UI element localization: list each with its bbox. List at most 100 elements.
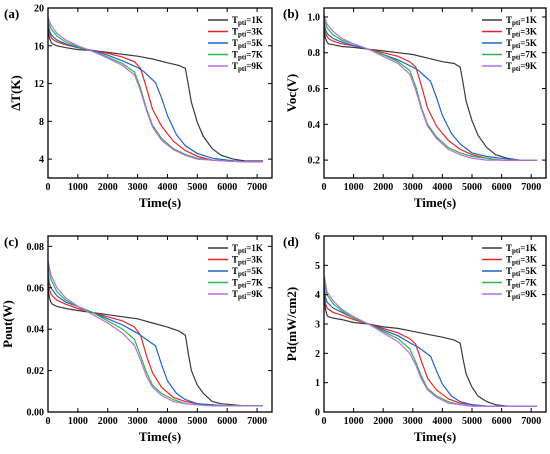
legend-entry: Tpti=1K xyxy=(232,15,263,27)
y-tick-label: 4 xyxy=(39,155,44,166)
chart-panel-3: (c) 0 1000 2000 3000 4000 5000 6000 7000 0.00 0.02… xyxy=(0,234,273,444)
y-axis-title: ΔT(K) xyxy=(8,75,23,111)
x-axis-title: Time(s) xyxy=(139,429,181,444)
x-tick-label: 6000 xyxy=(217,416,237,427)
x-tick-label: 5000 xyxy=(462,416,482,427)
series-line xyxy=(324,31,538,161)
x-tick-label: 5000 xyxy=(187,182,207,193)
x-tick-label: 1000 xyxy=(344,416,364,427)
y-tick-label: 6 xyxy=(315,232,320,243)
y-tick-label: 0.8 xyxy=(308,48,321,59)
y-tick-label: 20 xyxy=(34,4,44,15)
panel-label: (b) xyxy=(283,6,299,21)
x-tick-label: 2000 xyxy=(373,416,393,427)
y-tick-label: 1.0 xyxy=(308,12,321,23)
panel-label: (a) xyxy=(4,6,19,21)
y-tick-label: 0 xyxy=(315,408,320,419)
x-tick-label: 7000 xyxy=(521,182,541,193)
panel-label: (d) xyxy=(283,234,299,249)
series-line xyxy=(324,25,538,161)
legend-entry: Tpti=9K xyxy=(232,61,263,73)
x-axis-title: Time(s) xyxy=(414,429,456,444)
x-tick-label: 1000 xyxy=(68,416,88,427)
legend-entry: Tpti=3K xyxy=(506,255,537,267)
x-tick-label: 0 xyxy=(322,416,327,427)
y-tick-label: 3 xyxy=(315,320,320,331)
legend-entry: Tpti=9K xyxy=(506,61,537,73)
x-axis-title: Time(s) xyxy=(139,195,181,210)
panel-label: (c) xyxy=(4,234,18,249)
x-tick-label: 4000 xyxy=(432,182,452,193)
x-tick-label: 2000 xyxy=(98,416,118,427)
series-line xyxy=(324,282,538,407)
y-tick-label: 0.2 xyxy=(308,156,321,167)
series-line xyxy=(48,266,263,407)
series-line xyxy=(324,15,538,161)
x-tick-label: 0 xyxy=(46,182,51,193)
y-tick-label: 0.04 xyxy=(27,325,45,336)
x-tick-label: 4000 xyxy=(157,416,177,427)
x-tick-label: 3000 xyxy=(403,416,423,427)
series-line xyxy=(48,23,263,163)
series-line xyxy=(48,20,263,163)
y-tick-label: 0.02 xyxy=(27,366,45,377)
x-tick-label: 1000 xyxy=(68,182,88,193)
x-tick-label: 3000 xyxy=(403,182,423,193)
y-axis-title: Pd(mW/cm2) xyxy=(284,287,299,361)
x-tick-label: 6000 xyxy=(217,182,237,193)
series-line xyxy=(48,260,263,407)
y-tick-label: 5 xyxy=(315,261,320,272)
x-tick-label: 4000 xyxy=(432,416,452,427)
legend-entry: Tpti=3K xyxy=(232,255,263,267)
legend-entry: Tpti=7K xyxy=(232,278,263,290)
series-line xyxy=(48,17,263,163)
plot-frame xyxy=(323,7,547,179)
x-tick-label: 6000 xyxy=(492,416,512,427)
chart-panel-4: (d) 0 1000 2000 3000 4000 5000 6000 7000 0 1 2 3 4 5 6 T… xyxy=(283,232,547,444)
x-tick-label: 3000 xyxy=(128,416,148,427)
legend-entry: Tpti=5K xyxy=(506,38,537,50)
y-tick-label: 0.4 xyxy=(308,120,321,131)
series-line xyxy=(48,279,263,407)
series-line xyxy=(324,22,538,161)
x-tick-label: 7000 xyxy=(247,182,267,193)
legend-entry: Tpti=7K xyxy=(506,50,537,62)
legend-entry: Tpti=1K xyxy=(506,243,537,255)
x-tick-label: 2000 xyxy=(373,182,393,193)
x-tick-label: 5000 xyxy=(187,416,207,427)
series-line xyxy=(324,273,538,407)
y-axis-title: Voc(V) xyxy=(284,74,299,113)
legend-entry: Tpti=5K xyxy=(506,266,537,278)
series-line xyxy=(48,287,263,407)
series-line xyxy=(324,18,538,161)
y-tick-label: 2 xyxy=(315,349,320,360)
x-tick-label: 6000 xyxy=(492,182,512,193)
plot-frame xyxy=(47,235,273,413)
chart-panel-1: (a) 0 1000 2000 3000 4000 5000 6000 7000 4 8 12 16 20… xyxy=(4,4,273,210)
x-tick-label: 7000 xyxy=(247,416,267,427)
y-tick-label: 0.06 xyxy=(27,283,45,294)
y-tick-label: 0.6 xyxy=(308,84,321,95)
y-tick-label: 4 xyxy=(315,290,320,301)
x-tick-label: 0 xyxy=(46,416,51,427)
legend-entry: Tpti=3K xyxy=(232,27,263,39)
x-tick-label: 7000 xyxy=(521,416,541,427)
x-tick-label: 2000 xyxy=(98,182,118,193)
series-line xyxy=(48,31,263,162)
legend-entry: Tpti=7K xyxy=(232,50,263,62)
series-line xyxy=(48,273,263,407)
legend-entry: Tpti=5K xyxy=(232,38,263,50)
series-line xyxy=(324,294,538,407)
series-line xyxy=(48,26,263,163)
legend-entry: Tpti=1K xyxy=(232,243,263,255)
chart-panel-2: (b) 0 1000 2000 3000 4000 5000 6000 7000 0.2 0.4 0.… xyxy=(283,6,547,210)
y-tick-label: 12 xyxy=(34,79,44,90)
legend-entry: Tpti=5K xyxy=(232,266,263,278)
legend-entry: Tpti=9K xyxy=(232,289,263,301)
y-tick-label: 16 xyxy=(34,41,44,52)
plot-frame xyxy=(47,7,273,179)
